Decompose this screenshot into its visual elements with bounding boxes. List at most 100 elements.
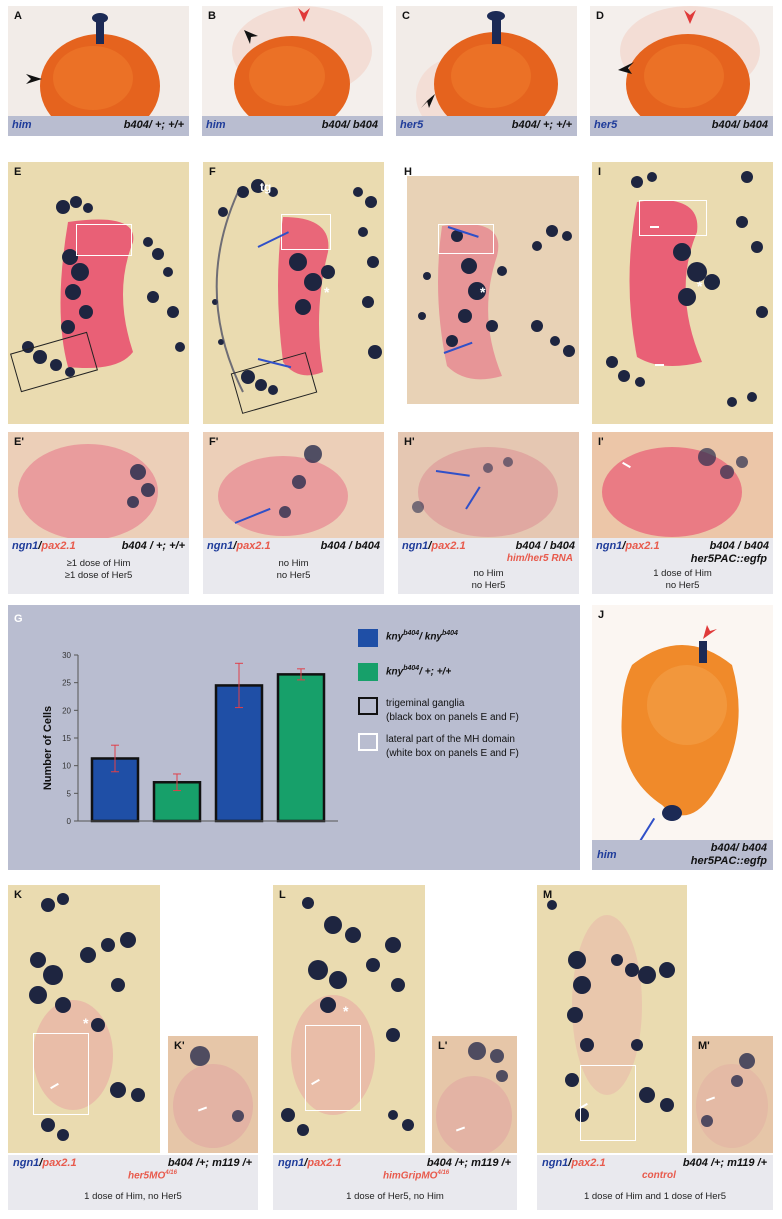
panel-I-prime: I' ngn1/pax2.1 b404 / b404 her5PAC::egfp…: [592, 432, 773, 594]
lateral-mh-box: [281, 214, 331, 250]
y-tick-label: 20: [62, 706, 71, 715]
lateral-mh-box: [76, 224, 132, 256]
lateral-mh-box: [639, 200, 707, 236]
gene-label: her5: [594, 119, 618, 131]
embryo-image: [40, 13, 160, 136]
panel-E-prime: E' ngn1/pax2.1 b404 / +; +/+ ≥1 dose of …: [8, 432, 189, 594]
dose-note-1: ≥1 dose of Him: [66, 558, 131, 569]
panel-letter: I': [598, 436, 604, 448]
panel-K-prime: K': [168, 1036, 258, 1153]
panel-G-chart: G 0 5 10 15 20 25 30 Number of Cells knyb404/ …: [8, 605, 580, 870]
panel-F: F tg *: [203, 162, 384, 424]
genotype-label: b404 / b404: [709, 540, 769, 552]
black-arrowhead-icon: [421, 94, 435, 108]
dose-note-2: no Her5: [276, 570, 311, 581]
panel-J: J him b404/ b404 her5PAC::egfp: [592, 605, 773, 870]
panel-letter: B: [208, 10, 216, 22]
panel-letter: E: [14, 166, 22, 178]
tg-label: tg: [260, 180, 272, 194]
lateral-mh-box: [438, 224, 494, 254]
panel-letter: G: [14, 613, 23, 625]
probe-label: ngn1/pax2.1: [12, 540, 76, 552]
panel-A: A him b404/ +; +/+: [8, 6, 189, 136]
panel-letter: M': [698, 1040, 710, 1052]
dose-note-2: no Her5: [665, 580, 700, 591]
y-tick-label: 5: [67, 789, 72, 798]
genotype-label: b404 /+; m119 /+: [167, 1157, 252, 1169]
closeup-image: [8, 432, 189, 554]
closeup-image: [398, 432, 579, 554]
y-tick-label: 25: [62, 679, 71, 688]
panel-K: K *: [8, 885, 160, 1153]
panel-H: H *: [398, 162, 579, 424]
panel-letter: F': [209, 436, 219, 448]
panel-letter: D: [596, 10, 604, 22]
mh-box: [305, 1025, 361, 1111]
caption-K: ngn1/pax2.1 b404 /+; m119 /+ her5MO4/16 …: [8, 1155, 258, 1210]
genotype-label: b404 /+; m119 /+: [426, 1157, 511, 1169]
panel-M-prime: M': [692, 1036, 773, 1153]
y-tick-label: 30: [62, 651, 71, 660]
red-arrowhead-icon: [703, 625, 717, 639]
panel-L-prime: L': [432, 1036, 517, 1153]
control-label: control: [642, 1170, 676, 1181]
y-axis-label: Number of Cells: [42, 706, 54, 790]
closeup-image: [173, 1046, 253, 1148]
panel-letter: I: [598, 166, 602, 178]
panel-letter: H: [404, 166, 412, 178]
bar: [276, 673, 326, 823]
closeup-image: [436, 1042, 512, 1153]
panel-letter: J: [598, 609, 605, 621]
y-tick-label: 10: [62, 762, 71, 771]
red-arrowhead-icon: [298, 8, 310, 22]
caption-L: ngn1/pax2.1 b404 /+; m119 /+ himGripMO4/…: [273, 1155, 517, 1210]
panel-letter: F: [209, 166, 216, 178]
panel-M: M: [537, 885, 687, 1153]
panel-D: D her5 b404/ b404: [590, 6, 773, 136]
dose-note-1: 1 dose of Him: [653, 568, 712, 579]
legend-swatch-white-box: [358, 733, 378, 751]
panel-B: B him b404/ b404: [202, 6, 383, 136]
gene-label: him: [12, 119, 32, 131]
panel-letter: K: [14, 889, 22, 901]
caption-area: ngn1/pax2.1 b404 / b404 no Him no Her5: [203, 538, 384, 594]
asterisk-marker: *: [83, 1015, 89, 1031]
panel-letter: L': [438, 1040, 448, 1052]
mh-box: [33, 1033, 89, 1115]
caption-bar: him b404/ b404 her5PAC::egfp: [592, 840, 773, 870]
dose-note: 1 dose of Him and 1 dose of Her5: [583, 1191, 727, 1202]
caption-bar: him b404/ b404: [202, 116, 383, 136]
bar-chart: 0 5 10 15 20 25 30 Number of Cells: [42, 651, 338, 826]
caption-bar: her5 b404/ b404: [590, 116, 773, 136]
closeup-image: [203, 432, 384, 554]
legend-swatch-black-box: [358, 697, 378, 715]
dose-note-1: no Him: [473, 568, 504, 579]
genotype-label: b404 / +; +/+: [121, 540, 185, 552]
y-tick-label: 0: [67, 817, 72, 826]
panel-H-prime: H' ngn1/pax2.1 b404 / b404 him/her5 RNA …: [398, 432, 579, 594]
caption-area: ngn1/pax2.1 b404 / b404 her5PAC::egfp 1 …: [592, 538, 773, 594]
bar: [214, 684, 264, 823]
brain-section-image: [407, 176, 579, 404]
legend-swatch-heterozygous: [358, 663, 378, 681]
black-arrowhead-icon: [26, 74, 42, 84]
embryo-image: [620, 6, 760, 134]
legend-trigeminal: trigeminal ganglia (black box on panels E…: [386, 698, 519, 723]
panel-F-prime: F' ngn1/pax2.1 b404 / b404 no Him no Her…: [203, 432, 384, 594]
panel-I: I *: [592, 162, 773, 424]
gene-label: him: [597, 849, 617, 861]
legend-heterozygous: knyb404/ +; +/+: [386, 665, 452, 678]
panel-letter: K': [174, 1040, 185, 1052]
gene-label: her5: [400, 119, 424, 131]
genotype-label: b404/ +; +/+: [511, 119, 572, 131]
dose-note: 1 dose of Him, no Her5: [84, 1191, 182, 1202]
probe-label: ngn1/pax2.1: [402, 540, 466, 552]
panel-letter: L: [279, 889, 286, 901]
genotype-label: b404 /+; m119 /+: [682, 1157, 767, 1169]
closeup-image: [592, 432, 773, 554]
brain-section-image: [592, 162, 773, 424]
legend-swatch-homozygous: [358, 629, 378, 647]
probe-label: ngn1/pax2.1: [542, 1157, 606, 1169]
genotype-label: b404/ b404: [321, 119, 378, 131]
genotype-label: b404/ b404: [711, 119, 768, 131]
